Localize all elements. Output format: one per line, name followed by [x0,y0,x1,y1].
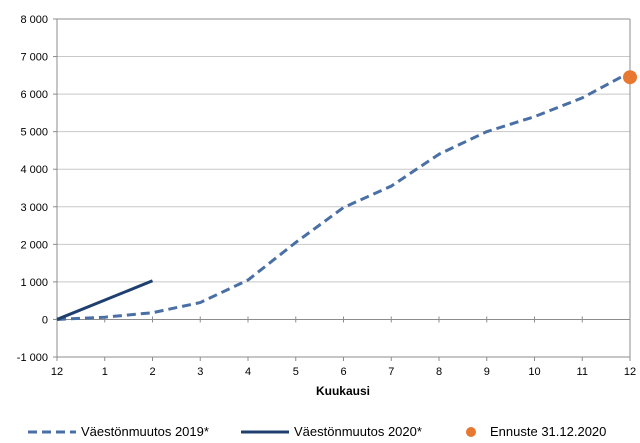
y-tick-label: 3 000 [20,202,48,214]
axes [56,18,631,358]
x-tick-label: 12 [624,366,636,378]
x-axis-title: Kuukausi [316,384,370,398]
y-tick-label: 5 000 [20,127,48,139]
y-tick-label: 1 000 [20,277,48,289]
y-tick-label: 2 000 [20,239,48,251]
x-tick-label: 12 [51,366,63,378]
legend-marker-3 [466,427,476,437]
legend-label: Väestönmuutos 2020* [294,424,422,439]
y-tick-label: 4 000 [20,164,48,176]
series-3-point [623,70,637,85]
x-tick-label: 6 [340,366,346,378]
y-tick-label: 8 000 [20,14,48,26]
y-tick-label: 6 000 [20,89,48,101]
series-2-line [56,279,154,321]
legend: Väestönmuutos 2019* Väestönmuutos 2020* En… [28,424,606,439]
x-tick-label: 1 [102,366,108,378]
x-tick-label: 4 [245,366,251,378]
y-tick-label: 7 000 [20,52,48,64]
x-tick-label: 8 [436,366,442,378]
x-tick-label: 3 [197,366,203,378]
x-tick-label: 9 [484,366,490,378]
x-tick-label: 7 [388,366,394,378]
y-tick-label: -1 000 [17,352,48,364]
gridlines [57,18,630,358]
series-layer [56,70,637,321]
x-tick-label: 5 [293,366,299,378]
x-axis-ticks: 12 1 2 3 4 5 6 7 8 9 10 11 12 [51,316,636,378]
y-tick-label: 0 [42,314,48,326]
legend-label: Väestönmuutos 2019* [81,424,209,439]
legend-label: Ennuste 31.12.2020 [490,424,606,439]
x-tick-label: 11 [577,366,588,378]
x-tick-label: 2 [149,366,155,378]
x-tick-label: 10 [528,366,540,378]
y-axis-ticks: -1 000 0 1 000 2 000 3 000 4 000 5 000 6 000 7 0… [17,14,57,364]
